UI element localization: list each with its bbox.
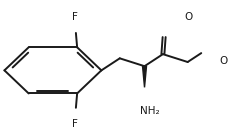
Text: NH₂: NH₂ — [140, 106, 160, 116]
Text: O: O — [219, 56, 227, 66]
Text: F: F — [72, 12, 78, 22]
Text: F: F — [72, 119, 78, 129]
Polygon shape — [142, 66, 146, 87]
Text: O: O — [184, 12, 192, 22]
